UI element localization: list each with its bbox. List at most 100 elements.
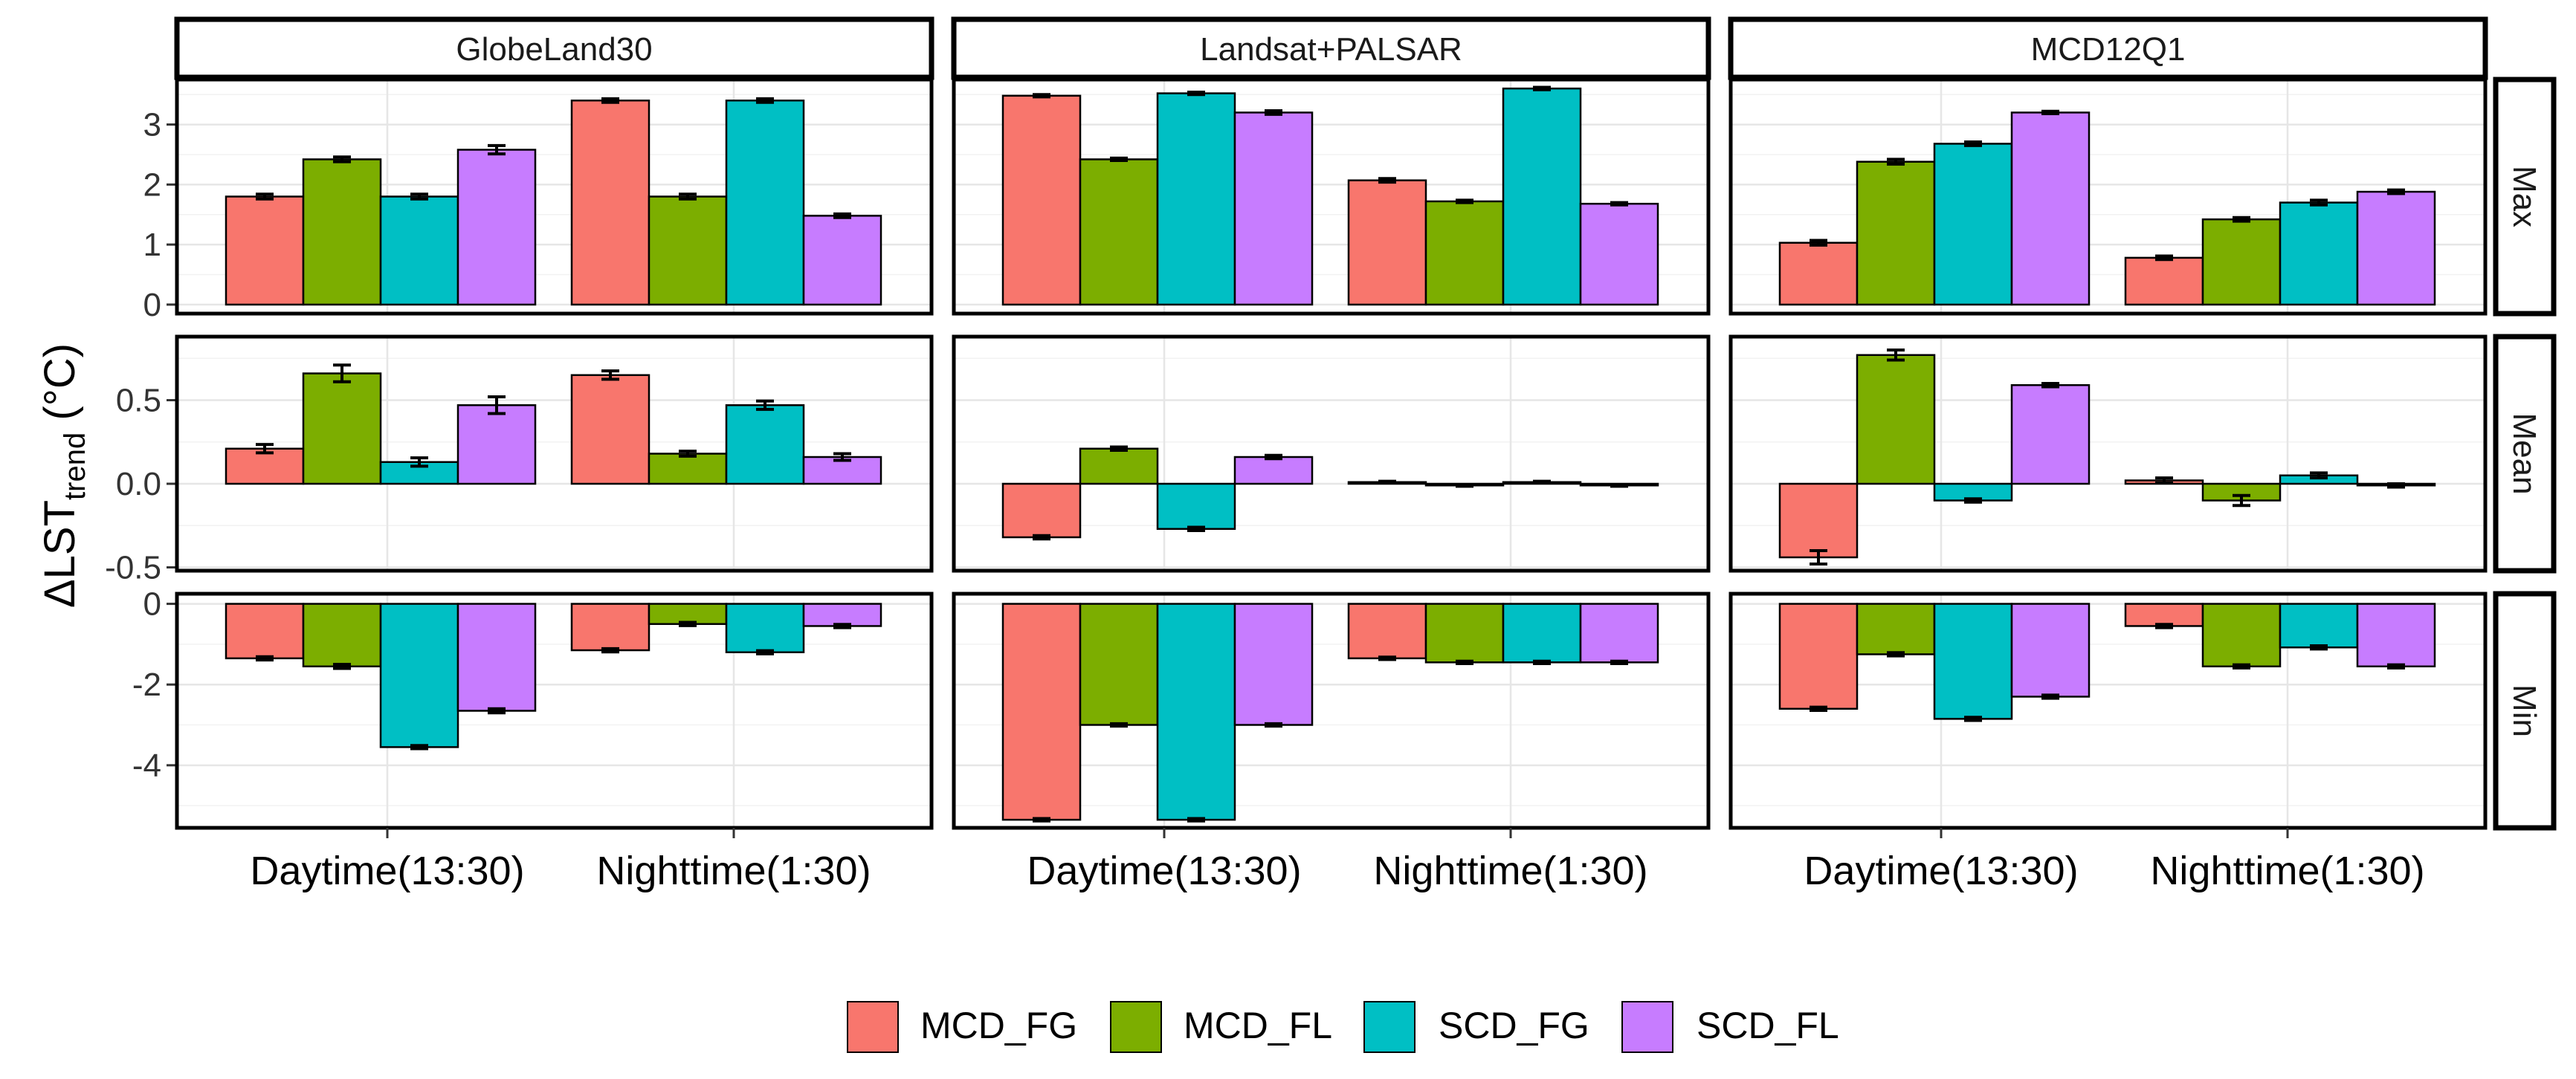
- bar-scd-fl-daytime: [456, 404, 537, 485]
- panel-border: [1728, 334, 2488, 573]
- bar-scd-fl-nighttime: [2356, 190, 2436, 306]
- plot-panels: 0 1 2 3 -0.5 0.0 0.5 -4 -2 0 Daytime(13:30) Nightti…: [105, 77, 2488, 893]
- bar-mcd-fg-daytime: [225, 603, 305, 660]
- panel-max-2: [952, 77, 1711, 316]
- panel-min-2: [952, 592, 1711, 830]
- legend-label-mcd-fl: MCD_FL: [1184, 1005, 1332, 1046]
- panel-border: [952, 334, 1711, 573]
- bar-mcd-fl-daytime: [302, 158, 382, 306]
- bar-mcd-fg-nighttime: [2124, 256, 2204, 306]
- x-tick-label-1-1: Nighttime(1:30): [596, 849, 871, 893]
- bar-mcd-fg-daytime: [1778, 603, 1859, 710]
- bar-scd-fg-daytime: [1933, 603, 2013, 720]
- column-strips: GlobeLand30 Landsat+PALSAR MCD12Q1: [174, 16, 2488, 80]
- bar-scd-fg-nighttime: [1502, 603, 1582, 664]
- bar-mcd-fg-nighttime: [570, 603, 651, 652]
- panel-max-3: [1728, 77, 2488, 316]
- bar-scd-fg-daytime: [379, 195, 459, 306]
- bar-scd-fl-nighttime: [802, 215, 882, 306]
- y-tick-label-max-2: 2: [143, 166, 161, 203]
- bar-mcd-fl-nighttime: [648, 195, 728, 306]
- bar-mcd-fl-daytime: [1079, 447, 1159, 485]
- panel-border: [952, 592, 1711, 830]
- legend-label-mcd-fg: MCD_FG: [920, 1005, 1077, 1046]
- panel-mean-2: [952, 334, 1711, 573]
- strip-box-row-mean: [2493, 334, 2557, 574]
- bar-mcd-fg-daytime: [1001, 603, 1082, 821]
- strip-box-col-2: [951, 16, 1711, 80]
- bar-scd-fl-nighttime: [1579, 202, 1659, 306]
- bar-scd-fl-daytime: [1233, 603, 1314, 726]
- bar-scd-fg-nighttime: [2279, 201, 2359, 306]
- bar-mcd-fl-daytime: [1079, 158, 1159, 306]
- bar-mcd-fl-nighttime: [1424, 200, 1505, 306]
- bar-scd-fg-nighttime: [2279, 603, 2359, 649]
- y-tick-label-max-1: 1: [143, 227, 161, 263]
- panel-mean-1: [175, 334, 934, 573]
- bar-mcd-fg-daytime: [225, 195, 305, 306]
- bar-scd-fg-nighttime: [725, 603, 805, 653]
- bar-mcd-fg-nighttime: [1347, 179, 1427, 306]
- bar-scd-fl-daytime: [2010, 384, 2091, 485]
- strip-box-col-1: [174, 16, 934, 80]
- bar-scd-fg-nighttime: [725, 100, 805, 306]
- bar-scd-fl-nighttime: [802, 603, 882, 627]
- bar-mcd-fl-nighttime: [2201, 218, 2282, 306]
- y-tick-label-mean-0: -0.5: [105, 550, 161, 586]
- legend-swatch-scd-fg: [1363, 1001, 1415, 1053]
- bar-mcd-fl-nighttime: [648, 453, 728, 485]
- bar-scd-fg-daytime: [1156, 482, 1236, 530]
- y-axis-title-main: ΔLST: [36, 500, 84, 608]
- strip-label-row-mean: Mean: [2506, 412, 2543, 494]
- bar-scd-fl-daytime: [2010, 111, 2091, 306]
- legend-swatch-mcd-fg: [847, 1001, 899, 1053]
- panel-min-3: [1728, 592, 2488, 830]
- bar-mcd-fl-daytime: [302, 372, 382, 485]
- bar-mcd-fg-nighttime: [570, 374, 651, 485]
- bar-mcd-fg-daytime: [1778, 242, 1859, 306]
- bar-scd-fg-daytime: [379, 603, 459, 748]
- bar-mcd-fl-nighttime: [2201, 603, 2282, 668]
- panel-border: [1728, 77, 2488, 316]
- bar-scd-fl-daytime: [456, 603, 537, 712]
- bar-scd-fg-daytime: [1156, 603, 1236, 821]
- bar-scd-fl-daytime: [1233, 111, 1314, 306]
- panel-border: [175, 592, 934, 830]
- panel-max-1: [175, 77, 934, 316]
- y-tick-label-max-0: 0: [143, 287, 161, 323]
- strip-label-col-3: MCD12Q1: [2031, 31, 2186, 68]
- bar-mcd-fg-nighttime: [2124, 603, 2204, 627]
- x-tick-label-2-0: Daytime(13:30): [1027, 849, 1301, 893]
- bar-mcd-fg-daytime: [1001, 482, 1082, 539]
- strip-box-row-max: [2493, 77, 2557, 317]
- bar-scd-fg-daytime: [1156, 92, 1236, 306]
- y-tick-label-mean-1: 0.0: [116, 466, 161, 502]
- bar-mcd-fl-nighttime: [1424, 603, 1505, 664]
- y-tick-label-max-3: 3: [143, 107, 161, 143]
- panel-border: [175, 77, 934, 316]
- strip-label-col-1: GlobeLand30: [456, 31, 652, 68]
- strip-box-row-min: [2493, 591, 2557, 831]
- y-tick-label-min-0: -4: [132, 748, 161, 784]
- strip-label-row-min: Min: [2506, 684, 2543, 737]
- bar-scd-fl-daytime: [2010, 603, 2091, 698]
- bar-mcd-fg-nighttime: [1347, 603, 1427, 660]
- legend-swatch-mcd-fl: [1110, 1001, 1162, 1053]
- x-tick-label-3-0: Daytime(13:30): [1804, 849, 2078, 893]
- bar-mcd-fl-daytime: [1856, 161, 1936, 306]
- panel-min-1: [175, 592, 934, 830]
- bar-scd-fl-daytime: [456, 149, 537, 306]
- panel-border: [1728, 592, 2488, 830]
- bar-scd-fg-daytime: [1933, 143, 2013, 306]
- bar-scd-fl-nighttime: [1579, 603, 1659, 664]
- x-tick-label-2-1: Nighttime(1:30): [1373, 849, 1647, 893]
- x-tick-label-3-1: Nighttime(1:30): [2150, 849, 2424, 893]
- strip-label-row-max: Max: [2506, 166, 2543, 227]
- bar-mcd-fl-daytime: [1856, 354, 1936, 485]
- y-tick-label-min-2: 0: [143, 586, 161, 623]
- y-axis-title-unit: (°C): [36, 343, 84, 432]
- bar-scd-fl-nighttime: [2356, 603, 2436, 668]
- x-tick-label-1-0: Daytime(13:30): [250, 849, 524, 893]
- bar-mcd-fg-daytime: [1001, 94, 1082, 306]
